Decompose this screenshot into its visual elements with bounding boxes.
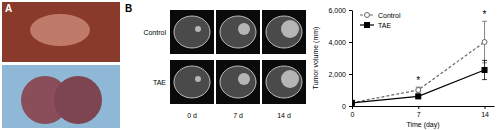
- mri-body: [266, 16, 302, 48]
- mri-body: [266, 66, 302, 98]
- column-label: 14 d: [277, 112, 291, 119]
- mri-tumor: [238, 23, 250, 35]
- series-line: [352, 42, 485, 103]
- figure: A B Control TAE 0 d 7 d 14 d 0 2,000 4,000 6,000 0 7…: [0, 0, 500, 130]
- mri-body: [174, 16, 210, 48]
- legend-label: Control: [378, 12, 401, 19]
- mri-image: [216, 10, 260, 54]
- error-bar: [482, 60, 487, 79]
- y-tick-label: 2,000: [328, 71, 346, 78]
- x-axis-line: [353, 106, 495, 107]
- plot-area: [352, 21, 487, 105]
- x-axis: 0 7 14: [351, 106, 495, 118]
- y-tick-mark: [349, 42, 352, 43]
- x-tick-label: 0: [351, 111, 355, 118]
- legend-label: TAE: [378, 22, 391, 29]
- mri-tumor: [281, 70, 299, 88]
- x-axis-title: Time (day): [406, 121, 439, 129]
- photo-liver: [2, 2, 120, 62]
- marker: [416, 88, 421, 93]
- y-tick: 2,000: [328, 71, 352, 78]
- y-tick-label: 0: [342, 103, 346, 110]
- marker: [416, 94, 421, 99]
- column-label: 7 d: [233, 112, 243, 119]
- photo-lungs-bg: [2, 65, 120, 128]
- error-cap: [482, 21, 487, 22]
- mri-image: [170, 60, 214, 104]
- row-label: TAE: [153, 79, 166, 86]
- panel-b: B Control TAE 0 d 7 d 14 d: [125, 3, 306, 119]
- mri-tumor: [195, 76, 201, 82]
- mri-image: [216, 60, 260, 104]
- annotation: *: [416, 75, 420, 86]
- x-tick-label: 7: [417, 111, 421, 118]
- y-axis: 0 2,000 4,000 6,000: [328, 7, 352, 110]
- mri-image: [262, 10, 306, 54]
- chart: 0 2,000 4,000 6,000 0 7 14 Time (day) Tumor volu…: [312, 7, 495, 129]
- y-tick: 6,000: [328, 7, 352, 14]
- x-tick-label: 14: [481, 111, 489, 118]
- x-tick: 0: [351, 106, 355, 118]
- series-line: [352, 70, 485, 103]
- marker: [482, 68, 487, 73]
- annotation: *: [483, 9, 487, 20]
- y-tick-label: 4,000: [328, 39, 346, 46]
- mri-body: [220, 66, 256, 98]
- y-axis-line: [352, 11, 353, 107]
- y-axis-title: Tumor volume (mm): [312, 27, 320, 90]
- column-label: 0 d: [187, 112, 197, 119]
- panel-a: A: [2, 2, 120, 128]
- photo-tumor: [30, 14, 90, 46]
- mri-image: [262, 60, 306, 104]
- panel-label: B: [125, 3, 132, 14]
- mri-image: [170, 10, 214, 54]
- y-tick: 0: [342, 103, 352, 110]
- error-bar: [482, 21, 487, 63]
- error-bar: [416, 95, 421, 98]
- marker: [352, 100, 355, 105]
- x-tick-mark: [418, 106, 419, 109]
- mri-tumor: [238, 73, 250, 85]
- photo-lung-right: [54, 76, 102, 124]
- y-tick-mark: [349, 74, 352, 75]
- mri-tumor: [195, 26, 201, 32]
- error-cap: [482, 60, 487, 61]
- x-tick: 14: [481, 106, 489, 118]
- y-tick-label: 6,000: [328, 7, 346, 14]
- marker: [352, 100, 355, 105]
- legend-marker: [365, 23, 370, 28]
- legend-marker: [365, 13, 370, 18]
- error-cap: [482, 79, 487, 80]
- error-bar: [416, 87, 421, 93]
- x-tick: 7: [417, 106, 421, 118]
- mri-body: [220, 16, 256, 48]
- x-tick-mark: [352, 106, 353, 109]
- marker: [482, 40, 487, 45]
- y-tick-mark: [349, 10, 352, 11]
- x-tick-mark: [485, 106, 486, 109]
- mri-body: [174, 66, 210, 98]
- y-tick: 4,000: [328, 39, 352, 46]
- mri-tumor: [281, 20, 299, 38]
- row-label: Control: [143, 29, 166, 36]
- legend: Control TAE: [360, 12, 401, 29]
- y-tick-mark: [349, 106, 352, 107]
- panel-label: A: [5, 3, 12, 14]
